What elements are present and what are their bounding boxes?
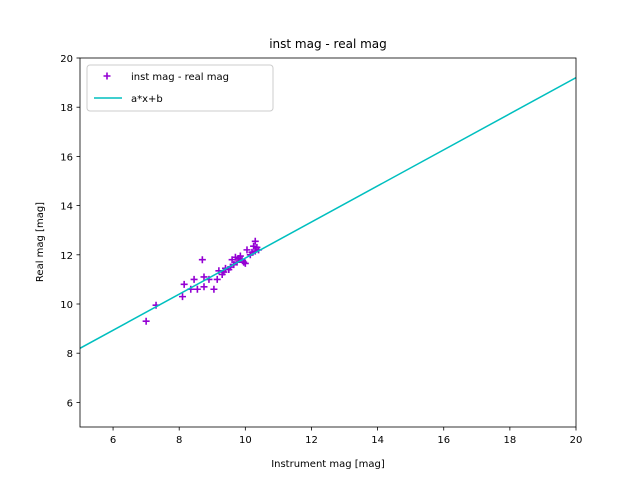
data-point — [198, 256, 206, 264]
fit-line — [80, 77, 576, 349]
x-tick-label: 14 — [371, 435, 384, 446]
plot-area: 6 8 10 12 14 16 18 20 6 8 10 12 14 16 18 20 — [60, 54, 582, 446]
data-point — [193, 285, 201, 293]
x-tick-label: 16 — [437, 435, 450, 446]
data-point — [142, 317, 150, 325]
y-tick-label: 8 — [67, 349, 73, 360]
y-tick-label: 18 — [60, 103, 73, 114]
data-point — [241, 259, 249, 267]
legend-box — [86, 64, 274, 112]
y-tick-label: 20 — [60, 54, 73, 65]
data-point — [210, 285, 218, 293]
data-point — [190, 275, 198, 283]
data-point — [243, 246, 251, 254]
data-point — [213, 275, 221, 283]
x-tick-label: 8 — [176, 435, 182, 446]
legend-label: inst mag - real mag — [131, 72, 229, 83]
data-point — [179, 293, 187, 301]
y-tick-label: 16 — [60, 152, 73, 163]
data-layer — [80, 77, 576, 349]
y-axis-label: Real mag [mag] — [35, 202, 46, 282]
data-point — [180, 280, 188, 288]
y-tick-label: 10 — [60, 300, 73, 311]
chart-title: inst mag - real mag — [269, 37, 387, 51]
x-tick-label: 6 — [110, 435, 116, 446]
data-point — [250, 242, 258, 250]
x-tick-label: 18 — [503, 435, 516, 446]
y-tick-label: 14 — [60, 202, 73, 213]
legend-marker-swatch — [103, 72, 111, 80]
data-point — [236, 252, 244, 260]
x-tick-label: 12 — [305, 435, 318, 446]
x-axis-label: Instrument mag [mag] — [271, 459, 385, 470]
y-tick-label: 12 — [60, 251, 73, 262]
data-point — [231, 253, 239, 261]
data-point — [251, 237, 259, 245]
data-point — [200, 283, 208, 291]
y-tick-label: 6 — [67, 398, 73, 409]
x-tick-label: 20 — [570, 435, 583, 446]
data-point — [200, 273, 208, 281]
axes-frame — [79, 57, 577, 428]
x-tick-label: 10 — [239, 435, 252, 446]
legend: inst mag - real mag a*x+b — [86, 64, 274, 112]
legend-label: a*x+b — [131, 94, 163, 105]
